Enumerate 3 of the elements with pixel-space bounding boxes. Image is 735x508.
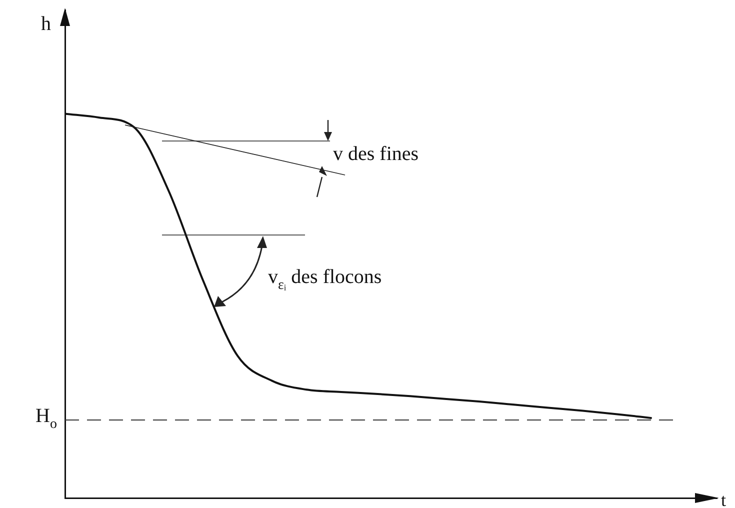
y-axis-title: h [41, 13, 51, 35]
x-axis-title: t [721, 490, 726, 508]
annotation: v des fines [333, 143, 419, 165]
